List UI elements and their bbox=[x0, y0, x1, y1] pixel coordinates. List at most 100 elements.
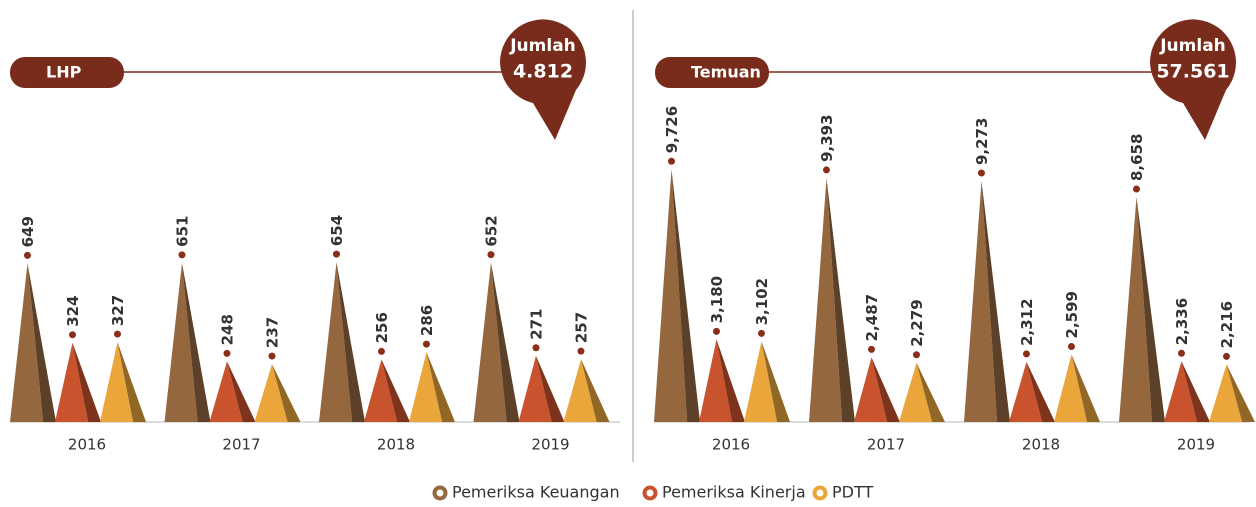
value-label: 271 bbox=[527, 308, 545, 339]
cone bbox=[518, 355, 565, 422]
legend-label: PDTT bbox=[832, 483, 873, 502]
label-dot bbox=[912, 351, 920, 359]
cone-shade bbox=[181, 262, 211, 422]
value-label: 2,599 bbox=[1063, 291, 1081, 338]
label-dot bbox=[667, 157, 675, 165]
total-title: Jumlah bbox=[1159, 36, 1226, 56]
value-label: 649 bbox=[19, 216, 37, 247]
label-dot bbox=[1132, 185, 1140, 193]
value-label: 324 bbox=[64, 295, 82, 326]
value-label: 9,393 bbox=[818, 114, 836, 161]
legend-marker bbox=[432, 485, 448, 501]
cone-shade bbox=[1026, 361, 1055, 422]
value-label: 3,180 bbox=[708, 276, 726, 323]
legend-label: Pemeriksa Kinerja bbox=[662, 483, 806, 502]
cone-shade bbox=[981, 181, 1010, 422]
cone-face bbox=[1009, 361, 1043, 422]
value-label: 2,216 bbox=[1218, 301, 1236, 348]
total-bubble bbox=[500, 19, 586, 141]
label-dot bbox=[1022, 350, 1030, 358]
cone-face bbox=[854, 357, 888, 422]
cone-shade bbox=[336, 262, 365, 422]
value-label: 327 bbox=[109, 295, 127, 326]
cone-shade bbox=[826, 177, 855, 422]
chart-title: LHP bbox=[46, 63, 82, 82]
cone-face bbox=[209, 361, 243, 422]
cone-shade bbox=[580, 359, 610, 422]
x-tick-label: 2019 bbox=[1177, 436, 1215, 454]
label-dot bbox=[577, 347, 585, 355]
cone bbox=[1009, 361, 1055, 422]
label-dot bbox=[113, 330, 121, 338]
cone bbox=[899, 362, 945, 422]
x-tick-label: 2018 bbox=[1022, 436, 1060, 454]
cone-face bbox=[744, 341, 778, 422]
cone-face bbox=[563, 359, 597, 422]
cone-shade bbox=[535, 355, 565, 422]
value-label: 257 bbox=[572, 312, 590, 343]
cone-face bbox=[1119, 197, 1153, 422]
cone-face bbox=[654, 169, 688, 422]
cone-shade bbox=[1181, 361, 1210, 422]
legend-marker bbox=[642, 485, 658, 501]
cone-face bbox=[964, 181, 998, 422]
cone-shade bbox=[716, 339, 745, 422]
cone bbox=[854, 357, 900, 422]
cone bbox=[1164, 361, 1210, 422]
label-dot bbox=[867, 345, 875, 353]
cone bbox=[473, 262, 520, 422]
cone-face bbox=[55, 342, 89, 422]
label-dot bbox=[487, 251, 495, 259]
label-dot bbox=[977, 169, 985, 177]
cone bbox=[744, 341, 790, 422]
cone-shade bbox=[916, 362, 945, 422]
cone-face bbox=[899, 362, 933, 422]
cone-face bbox=[319, 262, 353, 422]
cone-face bbox=[100, 342, 134, 422]
cone-face bbox=[699, 339, 733, 422]
cone-shade bbox=[871, 357, 900, 422]
label-dot bbox=[422, 340, 430, 348]
label-dot bbox=[1177, 349, 1185, 357]
value-label: 2,487 bbox=[863, 294, 881, 341]
x-tick-label: 2019 bbox=[531, 436, 569, 454]
value-label: 8,658 bbox=[1128, 134, 1146, 181]
cone bbox=[364, 359, 410, 422]
cone-shade bbox=[27, 263, 56, 422]
x-tick-label: 2016 bbox=[68, 436, 106, 454]
value-label: 654 bbox=[328, 215, 346, 246]
cone bbox=[699, 339, 745, 422]
value-label: 9,726 bbox=[663, 106, 681, 153]
value-label: 651 bbox=[173, 216, 191, 247]
value-label: 256 bbox=[373, 312, 391, 343]
total-title: Jumlah bbox=[509, 36, 576, 56]
x-tick-label: 2017 bbox=[867, 436, 905, 454]
cone-face bbox=[1054, 354, 1088, 422]
cone-face bbox=[473, 262, 507, 422]
label-dot bbox=[268, 352, 276, 360]
cone bbox=[809, 177, 855, 422]
x-tick-label: 2018 bbox=[377, 436, 415, 454]
value-label: 286 bbox=[418, 305, 436, 336]
label-dot bbox=[377, 347, 385, 355]
title-pill bbox=[10, 57, 124, 88]
cone bbox=[964, 181, 1010, 422]
cone-face bbox=[409, 352, 443, 422]
cone bbox=[209, 361, 256, 422]
value-label: 2,279 bbox=[908, 299, 926, 346]
value-label: 237 bbox=[263, 317, 281, 348]
cone bbox=[563, 359, 610, 422]
cone bbox=[164, 262, 211, 422]
cone-face bbox=[518, 355, 552, 422]
cone-face bbox=[10, 263, 44, 422]
cone-shade bbox=[761, 341, 790, 422]
value-label: 248 bbox=[218, 314, 236, 345]
cone-face bbox=[164, 262, 198, 422]
cone bbox=[1054, 354, 1100, 422]
cone-face bbox=[364, 359, 398, 422]
cone-face bbox=[1209, 364, 1243, 422]
cone bbox=[254, 364, 301, 422]
total-value: 57.561 bbox=[1156, 61, 1229, 83]
legend-marker bbox=[812, 485, 828, 501]
